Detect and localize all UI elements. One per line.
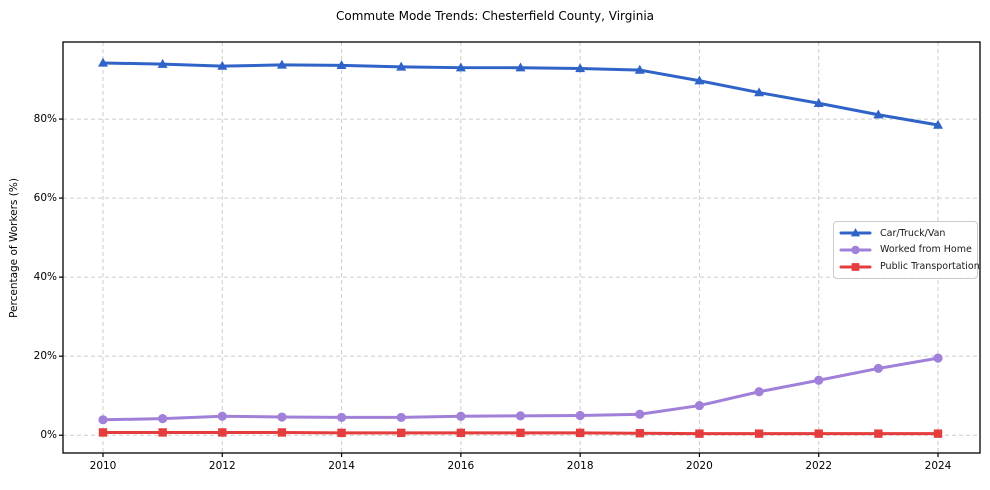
legend-label-worked-from-home: Worked from Home xyxy=(880,244,972,256)
y-tick-label-80%: 80% xyxy=(33,112,57,125)
x-tick-label-2020: 2020 xyxy=(686,460,713,472)
legend-label-car-truck-van: Car/Truck/Van xyxy=(880,227,946,239)
y-tick-label-0%: 0% xyxy=(40,428,57,441)
legend-item-public-transportation: Public Transportation xyxy=(839,260,980,274)
chart-title: Commute Mode Trends: Chesterfield County… xyxy=(335,9,655,23)
x-tick-label-2024: 2024 xyxy=(924,460,952,472)
x-tick-label-2016: 2016 xyxy=(447,460,475,472)
legend-marker-car-truck-van-icon xyxy=(839,228,872,237)
legend-marker-public-transportation-icon xyxy=(839,262,872,271)
legend: Car/Truck/Van Worked from Home Public Tr… xyxy=(833,221,980,279)
x-tick-label-2012: 2012 xyxy=(208,460,236,472)
y-tick-label-40%: 40% xyxy=(33,270,57,283)
x-tick-label-2018: 2018 xyxy=(566,460,594,472)
legend-marker-worked-from-home-icon xyxy=(839,245,872,255)
y-tick-label-60%: 60% xyxy=(33,191,57,204)
legend-item-worked-from-home: Worked from Home xyxy=(839,243,973,257)
x-tick-label-2010: 2010 xyxy=(89,460,117,472)
y-tick-label-20%: 20% xyxy=(33,349,57,362)
legend-label-public-transportation: Public Transportation xyxy=(880,261,980,273)
x-tick-label-2022: 2022 xyxy=(805,460,833,472)
legend-item-car-truck-van: Car/Truck/Van xyxy=(839,226,973,240)
x-tick-label-2014: 2014 xyxy=(328,460,355,472)
